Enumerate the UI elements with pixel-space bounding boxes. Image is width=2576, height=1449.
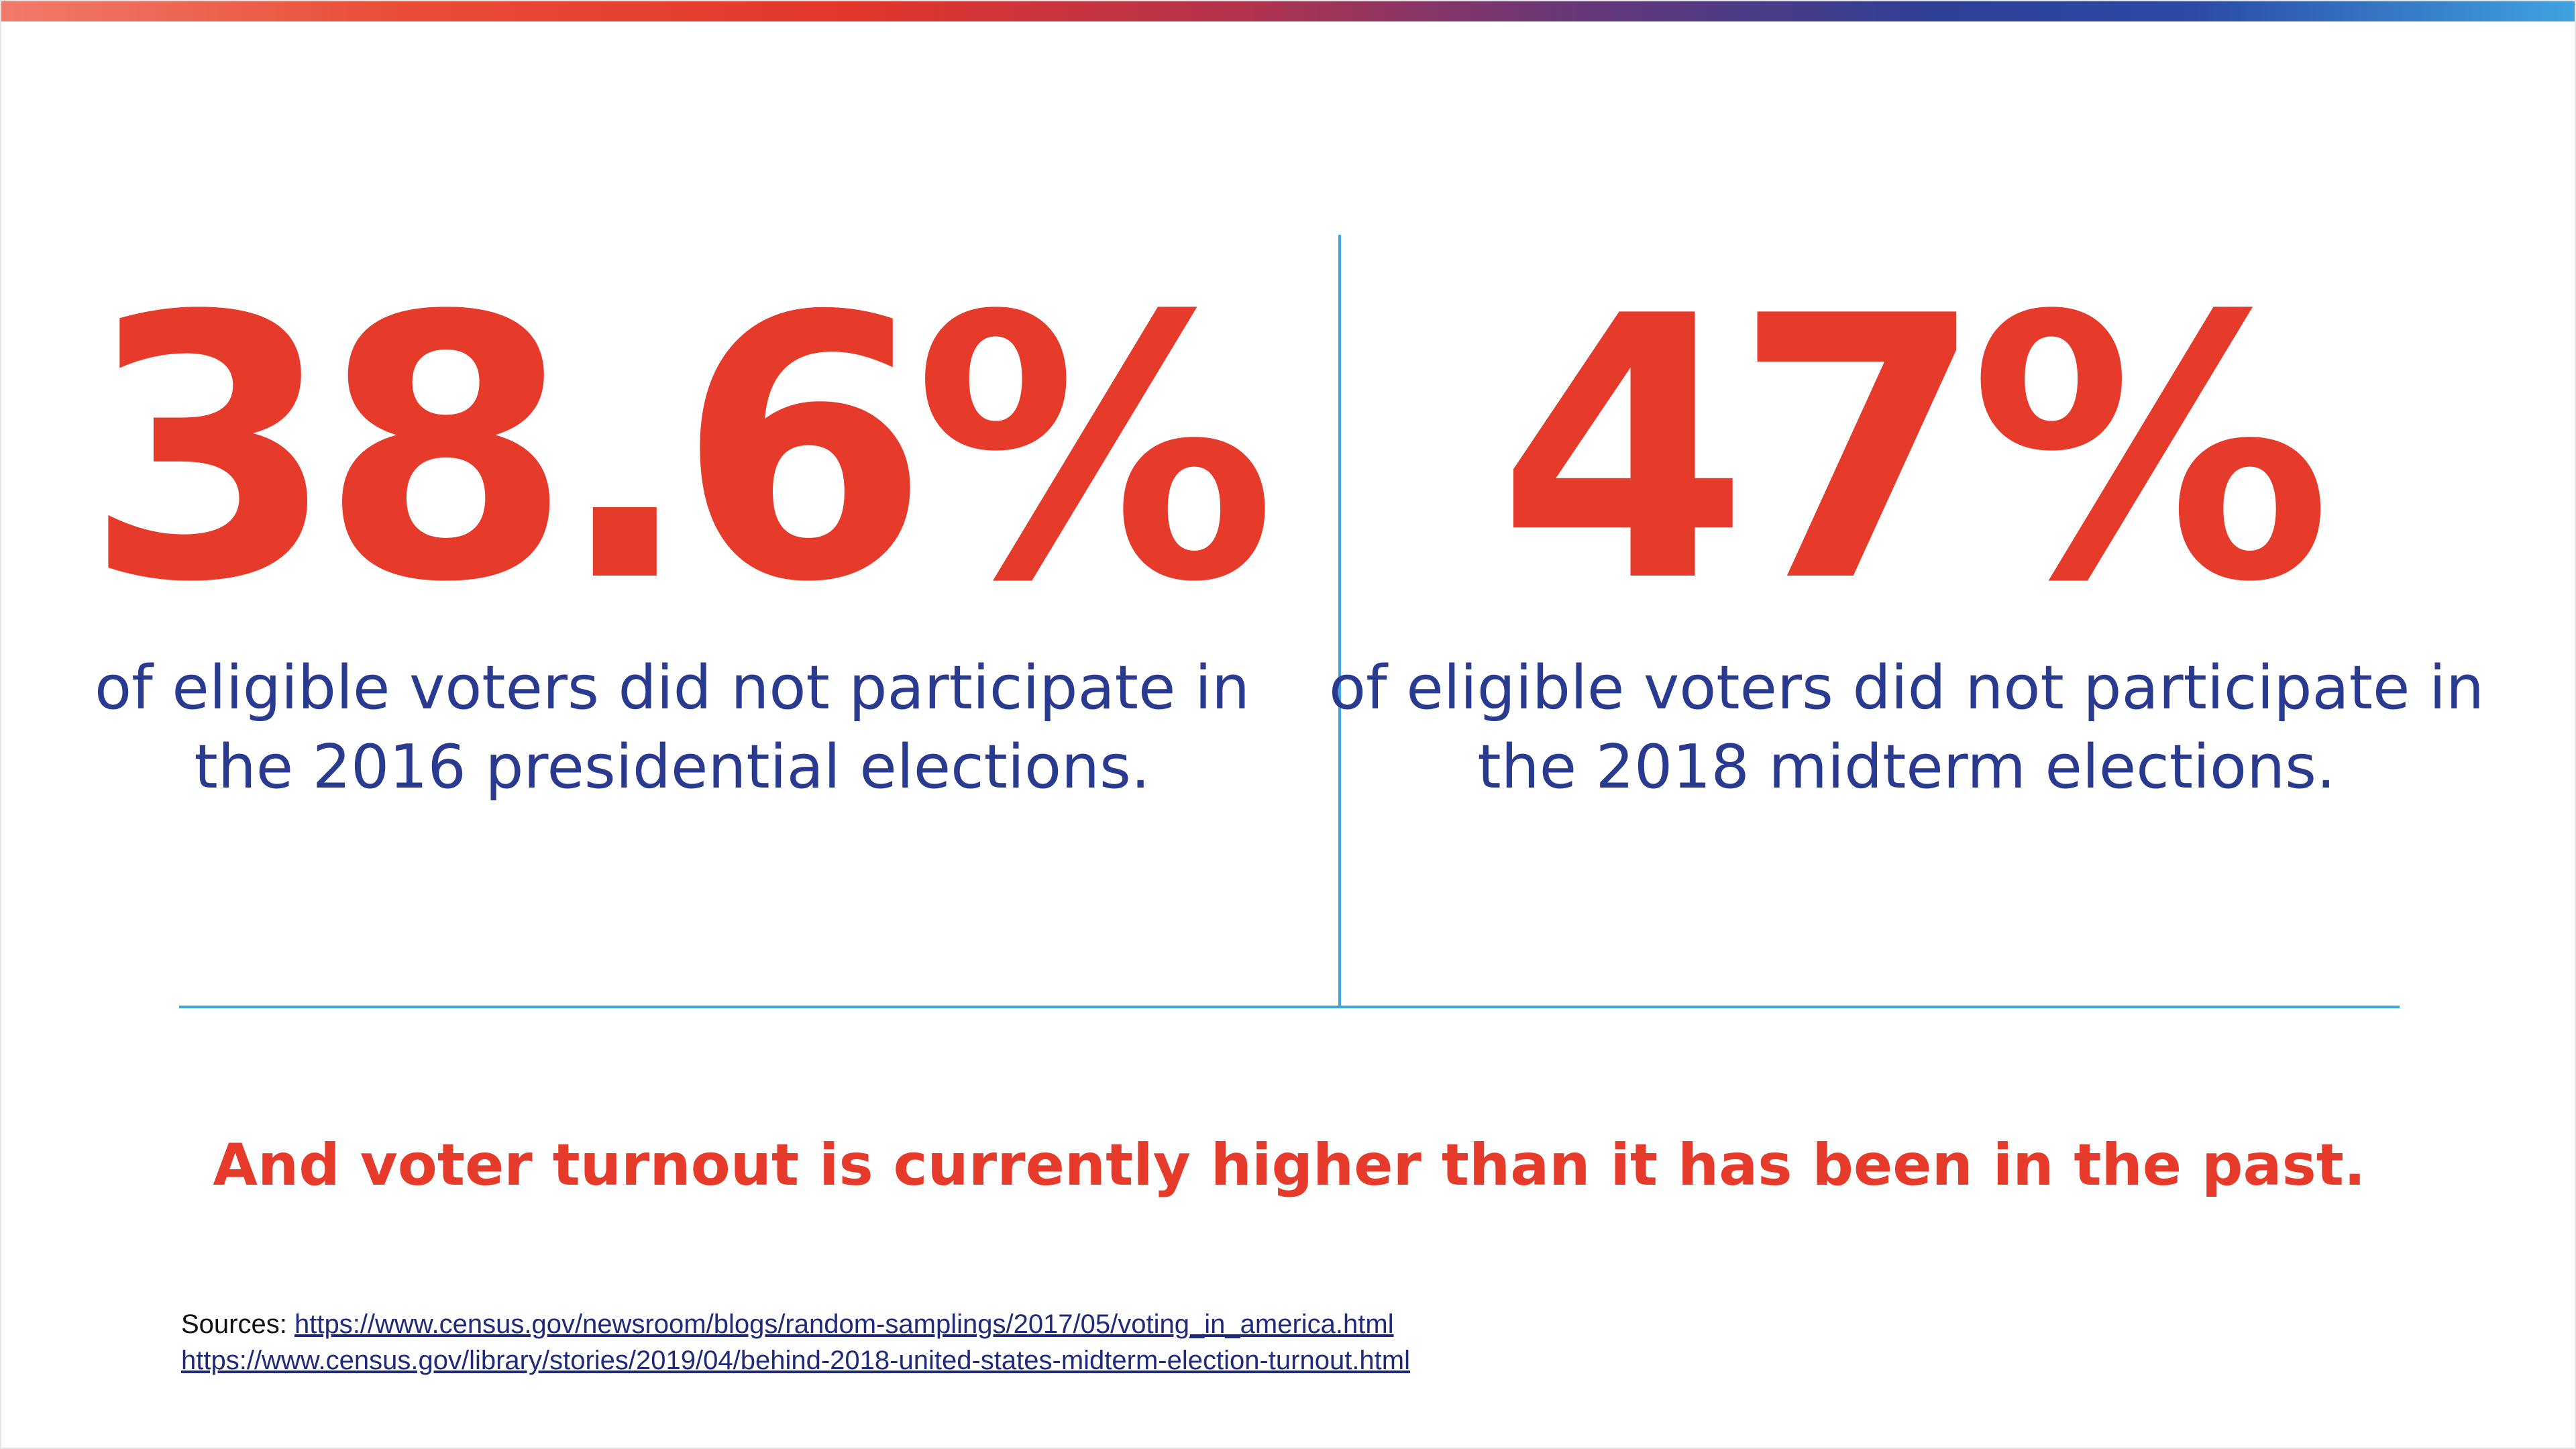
source-link-2018[interactable]: https://www.census.gov/library/stories/2…	[181, 1346, 1410, 1375]
sources: Sources: https://www.census.gov/newsroom…	[181, 1306, 2395, 1379]
source-link-2016[interactable]: https://www.census.gov/newsroom/blogs/ra…	[294, 1309, 1394, 1339]
vertical-divider	[1338, 235, 1341, 1006]
stat-description-2016: of eligible voters did not participate i…	[95, 653, 1250, 802]
top-gradient-bar	[1, 1, 2575, 21]
horizontal-divider	[179, 1006, 2400, 1008]
stat-value-2016: 38.6%	[84, 240, 1276, 661]
tagline: And voter turnout is currently higher th…	[213, 1132, 2366, 1199]
stat-description-2018: of eligible voters did not participate i…	[1329, 653, 2484, 802]
sources-label: Sources:	[181, 1309, 287, 1339]
stat-value-2018: 47%	[1497, 240, 2332, 661]
